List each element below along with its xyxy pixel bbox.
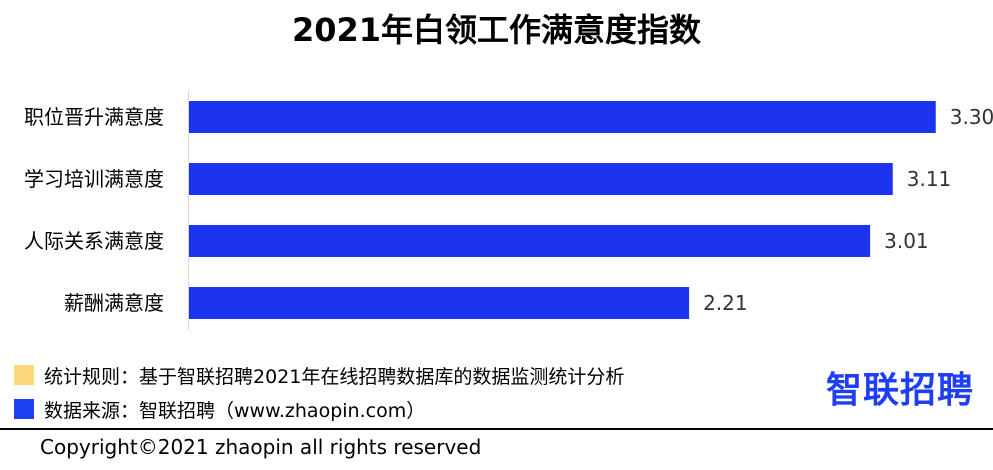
bar-chart: 职位晋升满意度 3.30 学习培训满意度 3.11 人际关系满意度 3.01 薪酬满意度 2.… — [24, 90, 993, 330]
bar — [189, 225, 871, 257]
bars-layer: 职位晋升满意度 3.30 学习培训满意度 3.11 人际关系满意度 3.01 薪酬满意度 2.… — [24, 101, 993, 319]
bar — [189, 287, 690, 319]
legend-item-rule: 统计规则：基于智联招聘2021年在线招聘数据库的数据监测统计分析 — [14, 363, 625, 388]
bar — [189, 101, 936, 133]
footer-divider — [0, 428, 993, 430]
legend-item-source: 数据来源：智联招聘（www.zhaopin.com） — [14, 397, 426, 422]
value-label: 3.11 — [907, 167, 952, 191]
chart-title: 2021年白领工作满意度指数 — [291, 11, 702, 49]
legend-label-source: 数据来源：智联招聘（www.zhaopin.com） — [44, 399, 426, 422]
value-label: 3.30 — [950, 105, 993, 129]
value-label: 3.01 — [884, 229, 929, 253]
category-label: 学习培训满意度 — [24, 167, 164, 191]
zhaopin-logo: 智联招聘 — [826, 370, 975, 411]
legend-swatch-blue — [14, 399, 34, 419]
legend-swatch-yellow — [14, 365, 34, 385]
copyright-text: Copyright©2021 zhaopin all rights reserv… — [40, 435, 482, 459]
category-label: 职位晋升满意度 — [24, 105, 164, 129]
category-label: 人际关系满意度 — [24, 229, 164, 253]
category-label: 薪酬满意度 — [64, 291, 164, 315]
value-label: 2.21 — [703, 291, 748, 315]
bar — [189, 163, 893, 195]
legend-label-rule: 统计规则：基于智联招聘2021年在线招聘数据库的数据监测统计分析 — [44, 365, 625, 388]
